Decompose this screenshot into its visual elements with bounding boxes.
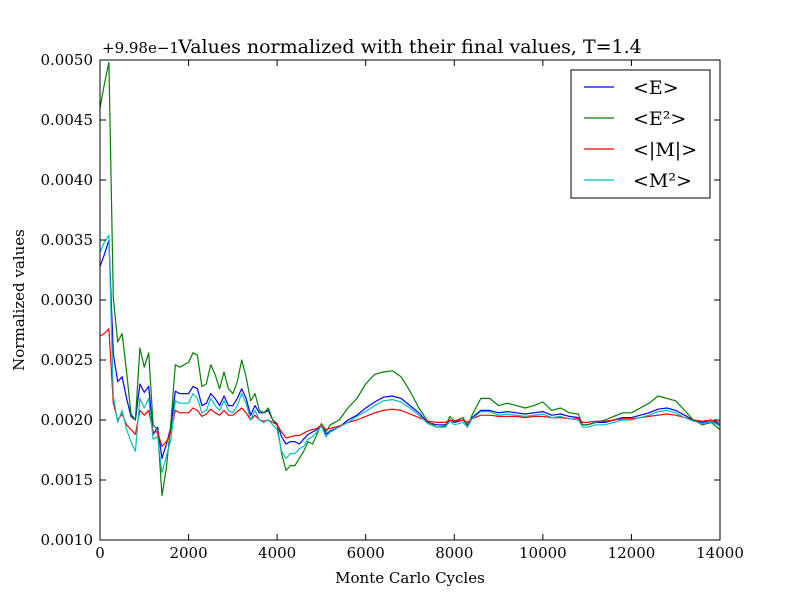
- y-axis-label: Normalized values: [10, 229, 28, 371]
- series-layer: [99, 61, 721, 497]
- x-axis-label: Monte Carlo Cycles: [335, 569, 485, 587]
- legend-label-2: <|M|>: [633, 139, 697, 161]
- y-tick-label: 0.0045: [41, 111, 94, 129]
- y-tick-label: 0.0030: [41, 291, 94, 309]
- legend-label-3: <M²>: [633, 170, 692, 192]
- y-axis: 0.0010 0.0015 0.0020 0.0025 0.0030 0.0035 0.00…: [41, 51, 720, 549]
- y-tick-label: 0.0010: [41, 531, 94, 549]
- chart-title: Values normalized with their final value…: [177, 36, 642, 58]
- x-tick-label: 6000: [347, 544, 385, 562]
- legend-box: [570, 69, 711, 199]
- x-axis: 0 2000 4000 6000 8000 10000 12000 14000: [95, 60, 744, 562]
- y-tick-label: 0.0040: [41, 171, 94, 189]
- legend-label-0: <E>: [633, 77, 679, 99]
- y-tick-label: 0.0020: [41, 411, 94, 429]
- x-tick-label: 0: [95, 544, 105, 562]
- y-tick-label: 0.0025: [41, 351, 94, 369]
- legend: <E> <E²> <|M|> <M²>: [570, 69, 711, 199]
- x-tick-label: 12000: [608, 544, 656, 562]
- y-offset-label: +9.98e−1: [102, 39, 179, 57]
- legend-label-1: <E²>: [633, 108, 686, 130]
- y-tick-label: 0.0050: [41, 51, 94, 69]
- x-tick-label: 14000: [696, 544, 744, 562]
- x-tick-label: 10000: [519, 544, 567, 562]
- y-tick-label: 0.0015: [41, 471, 94, 489]
- x-tick-label: 4000: [258, 544, 296, 562]
- x-tick-label: 8000: [435, 544, 473, 562]
- x-tick-label: 2000: [169, 544, 207, 562]
- y-tick-label: 0.0035: [41, 231, 94, 249]
- series-line-3: [99, 234, 721, 474]
